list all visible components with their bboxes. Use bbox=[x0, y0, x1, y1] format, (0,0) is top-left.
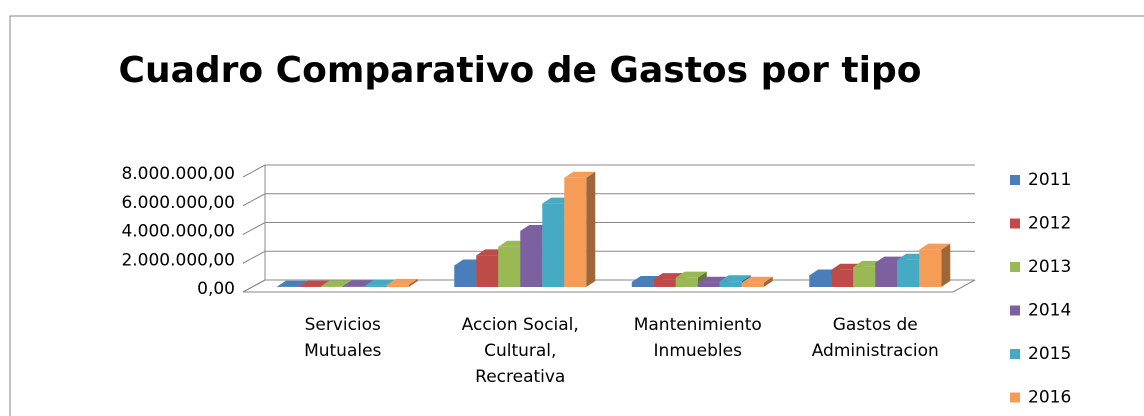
bar bbox=[875, 262, 898, 287]
x-tick-label: Mantenimiento Inmuebles bbox=[633, 315, 762, 361]
bar bbox=[919, 249, 942, 287]
bar-top bbox=[564, 171, 596, 178]
legend-swatch bbox=[1010, 262, 1020, 272]
bar-side bbox=[586, 171, 596, 287]
bar bbox=[386, 284, 409, 287]
legend-swatch bbox=[1010, 175, 1020, 185]
y-tick-label: 2.000.000,00 bbox=[121, 250, 235, 270]
bar-top bbox=[386, 278, 418, 285]
legend-swatch bbox=[1010, 305, 1020, 316]
bar bbox=[809, 275, 832, 287]
legend-label: 2011 bbox=[1028, 170, 1071, 190]
bar-side bbox=[941, 243, 951, 287]
legend-label: 2016 bbox=[1028, 388, 1071, 408]
bar bbox=[520, 230, 543, 287]
legend-swatch bbox=[1010, 392, 1020, 403]
bar bbox=[342, 286, 365, 287]
bar bbox=[320, 286, 343, 287]
grid-line bbox=[242, 193, 975, 207]
legend-swatch bbox=[1010, 349, 1020, 359]
bar-top bbox=[276, 280, 308, 287]
bar-top bbox=[320, 280, 352, 287]
legend-swatch bbox=[1010, 218, 1020, 229]
bar bbox=[631, 281, 654, 287]
bar bbox=[897, 259, 920, 287]
chart-border bbox=[9, 15, 1144, 416]
bar bbox=[476, 255, 499, 287]
bar-top bbox=[919, 243, 951, 250]
y-tick-label: 6.000.000,00 bbox=[121, 193, 235, 213]
bar bbox=[853, 266, 876, 287]
bar-top bbox=[719, 275, 751, 282]
bar-side bbox=[408, 278, 418, 287]
y-tick-label: 8.000.000,00 bbox=[121, 164, 235, 184]
y-tick-label: 0,00 bbox=[197, 279, 235, 299]
bar bbox=[653, 279, 676, 287]
legend-label: 2012 bbox=[1028, 214, 1071, 234]
bar-top bbox=[298, 280, 330, 287]
y-tick-label: 4.000.000,00 bbox=[121, 222, 235, 242]
grid-line bbox=[242, 250, 975, 264]
bar bbox=[564, 177, 587, 287]
grid-line bbox=[242, 222, 975, 235]
bar-top bbox=[342, 280, 374, 287]
bar bbox=[498, 246, 521, 287]
bar bbox=[741, 282, 764, 287]
bar bbox=[675, 277, 698, 287]
x-tick-label: Accion Social, Cultural, Recreativa bbox=[461, 315, 579, 387]
bar bbox=[454, 265, 477, 287]
x-tick-label: Gastos de Administracion bbox=[811, 315, 939, 361]
bar bbox=[697, 282, 720, 287]
bar bbox=[364, 285, 387, 287]
legend-label: 2015 bbox=[1028, 344, 1071, 364]
bar bbox=[831, 269, 854, 287]
legend-label: 2013 bbox=[1028, 257, 1071, 277]
bar bbox=[542, 203, 565, 287]
chart-title: Cuadro Comparativo de Gastos por tipo bbox=[119, 50, 922, 91]
bar-top bbox=[675, 271, 707, 278]
legend-label: 2014 bbox=[1028, 301, 1071, 321]
bar-top bbox=[741, 276, 773, 283]
bar bbox=[719, 281, 742, 287]
bar-side bbox=[763, 276, 773, 287]
x-tick-label: Servicios Mutuales bbox=[304, 315, 382, 361]
grid-line bbox=[242, 164, 975, 178]
